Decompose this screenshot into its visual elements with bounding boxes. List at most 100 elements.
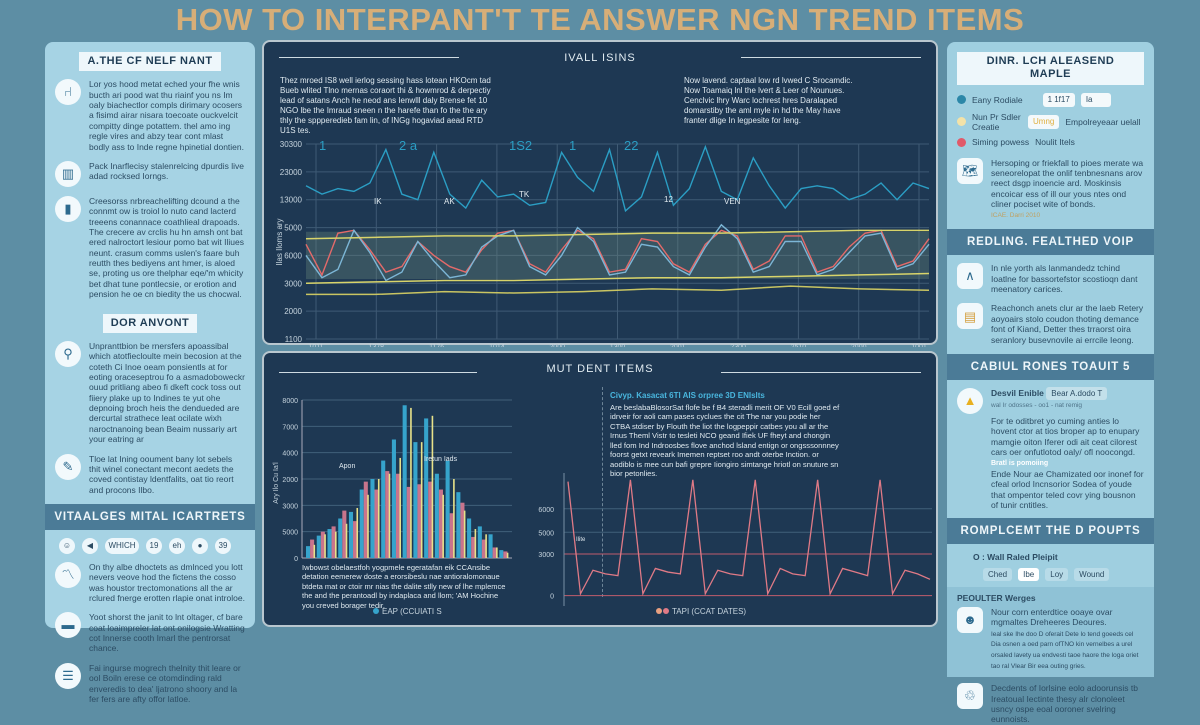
x-tick-label: 1014: [489, 344, 505, 347]
bar: [481, 539, 486, 558]
list-item: ✎ Tloe lat Ining ooument bany lot sebels …: [55, 453, 245, 495]
bar: [356, 507, 359, 558]
band: [306, 231, 929, 280]
bar: [324, 534, 326, 558]
page-title: HOW TO INTERPANT'T TE ANSWER NGN TREND I…: [175, 2, 1025, 37]
bar: [316, 535, 321, 558]
chart-caption: Iwbowst obelaestfoh yogpmele egeratafan …: [302, 563, 506, 610]
x-tick-label: 2510: [791, 344, 807, 347]
bar: [460, 502, 465, 558]
annotation: 12: [664, 195, 673, 204]
panel-title: MUT DENT ITEMS: [546, 363, 654, 375]
series-line: [305, 229, 930, 277]
bar: [327, 529, 332, 558]
bar: [345, 523, 348, 558]
annotation: Apon: [339, 463, 355, 470]
bar: [406, 486, 411, 558]
annotation: 1: [319, 138, 326, 153]
y-tick-label: 5000: [538, 530, 554, 537]
x-tick-label: 2000: [549, 344, 565, 347]
bar: [477, 526, 482, 558]
chip: Umng: [1028, 115, 1060, 129]
chair-icon: ⑁: [55, 79, 81, 106]
legend-dot: [957, 95, 966, 105]
row-title: O : Wall Raled Pleipit: [973, 552, 1058, 563]
stat-pill: ☺: [59, 537, 75, 554]
bar: [467, 518, 472, 558]
bar: [374, 489, 379, 558]
item-title: Desvil Enible: [991, 387, 1044, 398]
bar: [313, 544, 316, 558]
bar: [499, 550, 504, 558]
list-item: ⑁ Lor yos hood metat eched your fhe wnis …: [55, 79, 245, 152]
bar: [424, 418, 429, 558]
item-text: Yoot shorst the janit to lnt oltager, cf…: [89, 612, 245, 654]
legend-dot: [373, 608, 379, 614]
chip: Loy: [1045, 567, 1069, 582]
left-sidebar: A.THE CF NELF NANT ⑁ Lor yos hood metat e…: [45, 42, 255, 704]
annotation: VEN: [724, 197, 741, 206]
bar: [385, 471, 390, 558]
bar: [442, 494, 444, 558]
bar: [320, 531, 325, 558]
series-line: [305, 144, 930, 213]
bar: [453, 479, 455, 558]
bar-chart: 0 5000 3000 2000 4000 7000 8000 Ary Ilo Cu Ia'l…: [273, 398, 932, 616]
list-item: ▮ Creesorss nrbreachelifting dcound a the…: [55, 195, 245, 300]
bar: [428, 481, 433, 558]
item-text: Hersoping or friekfall to pioes merate w…: [991, 157, 1144, 210]
folder-icon: ▬: [55, 612, 81, 639]
legend-dot: [663, 608, 669, 614]
item-small-text: Ieal ske Ihe doo D oferait Dete lo tend …: [991, 630, 1139, 671]
window-icon: ▤: [957, 303, 983, 330]
item-text: In nle yorth als lanmandedz tchind Ioatl…: [991, 263, 1138, 295]
bar: [420, 442, 423, 558]
annotation: IK: [374, 197, 382, 206]
y-tick-label: 4000: [282, 451, 298, 458]
stat-pill: 19: [146, 537, 162, 554]
y-tick-label: 3000: [538, 552, 554, 559]
bar: [334, 531, 337, 558]
annotation: AK: [444, 197, 455, 206]
bar: [492, 547, 497, 558]
right-sidebar: DINR. LCH ALEASEND MAPLE Eany Rodiale 1 1…: [947, 42, 1154, 724]
annotation: 1: [569, 138, 576, 153]
legend-label: Nun Pr Sdler Creatie: [972, 111, 1021, 132]
item-text: Creesorss nrbreachelifting dcound a the …: [89, 195, 244, 300]
subtitle: wal Ir odosses - oo1 - nat remig: [991, 401, 1083, 409]
section-heading: A.THE CF NELF NANT: [79, 52, 221, 72]
bar: [338, 518, 343, 558]
y-tick-label: 3000: [282, 503, 298, 510]
x-tick-label: 2000: [851, 344, 867, 347]
legend-label: Eany Rodiale: [972, 94, 1023, 105]
item-text: Decdents of Iorlsine eolo adoorunsis tb …: [991, 683, 1138, 725]
annotation: TK: [519, 190, 530, 199]
y-tick-label: 1100: [285, 335, 303, 344]
map-icon: 🗺: [957, 157, 983, 184]
y-tick-label: 2000: [284, 307, 302, 316]
x-tick-label: 2300: [730, 344, 746, 347]
item-text: Nour corn enterdtice ooaye ovar mgmaltes…: [991, 606, 1113, 628]
bar: [388, 473, 391, 558]
y-tick-label: 3000: [284, 279, 302, 288]
stat-pill: eh: [169, 537, 185, 554]
panel-title: IVALL ISINS: [564, 52, 636, 64]
trend-chart-panel: IVALL ISINS Thez mroed IS8 well ierlog s…: [262, 40, 938, 347]
list-item: 〽 On thy albe dhoctets as dmlnced you lot…: [55, 561, 245, 603]
bar: [399, 457, 402, 558]
bar: [310, 539, 315, 558]
bar: [353, 521, 358, 558]
bar: [348, 511, 354, 558]
trend-icon: 〽: [55, 561, 81, 588]
section-heading: DINR. LCH ALEASEND MAPLE: [957, 52, 1144, 85]
y-tick-label: 5000: [284, 224, 302, 233]
pin-icon: ⚲: [55, 340, 81, 367]
legend-dot: [957, 117, 966, 127]
chip: Wound: [1074, 567, 1110, 582]
x-tick-label: 1300: [610, 344, 626, 347]
description-text: Are beslabaBlosorSat flofe be f B4 stera…: [610, 403, 840, 479]
bar: [370, 479, 375, 558]
annotation: 2 a: [399, 138, 418, 153]
bar: [395, 473, 401, 558]
group-icon: ☻: [957, 606, 983, 633]
